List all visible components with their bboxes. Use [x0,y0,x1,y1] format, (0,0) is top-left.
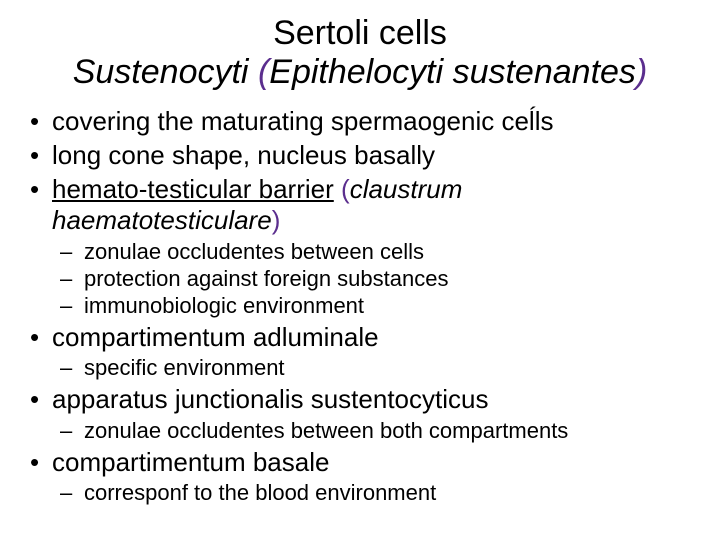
sub-3-3: immunobiologic environment [24,293,696,320]
bullet-3-underlined: hemato-testicular barrier [52,174,334,204]
bullet-4: compartimentum adluminale [24,322,696,354]
sub-list-5: zonulae occludentes between both compart… [24,418,696,445]
sub-3-1: zonulae occludentes between cells [24,239,696,266]
bullet-3-paren-close: ) [272,205,281,235]
main-bullet-list-3: apparatus junctionalis sustentocyticus [24,384,696,416]
bullet-3-paren-open: ( [341,174,350,204]
main-bullet-list-2: compartimentum adluminale [24,322,696,354]
main-bullet-list: covering the maturating spermaogenic ceĺ… [24,106,696,237]
sub-5-1: zonulae occludentes between both compart… [24,418,696,445]
title-line-1: Sertoli cells [24,14,696,53]
slide-title-block: Sertoli cells Sustenocyti (Epithelocyti … [24,14,696,92]
sub-4-1: specific environment [24,355,696,382]
bullet-6: compartimentum basale [24,447,696,479]
title-paren-close: ) [636,53,647,91]
sub-list-4: specific environment [24,355,696,382]
bullet-1: covering the maturating spermaogenic ceĺ… [24,106,696,138]
bullet-3: hemato-testicular barrier (claustrum hae… [24,174,696,237]
sub-3-2: protection against foreign substances [24,266,696,293]
bullet-2: long cone shape, nucleus basally [24,140,696,172]
main-bullet-list-4: compartimentum basale [24,447,696,479]
sub-6-1: corresponf to the blood environment [24,480,696,507]
bullet-3-space [334,174,341,204]
title-term: Epithelocyti sustenantes [269,53,636,91]
title-italic-pre: Sustenocyti [73,53,258,91]
title-paren-open: ( [258,53,269,91]
sub-list-3: zonulae occludentes between cells protec… [24,239,696,319]
sub-list-6: corresponf to the blood environment [24,480,696,507]
bullet-5: apparatus junctionalis sustentocyticus [24,384,696,416]
title-line-2: Sustenocyti (Epithelocyti sustenantes) [24,53,696,92]
